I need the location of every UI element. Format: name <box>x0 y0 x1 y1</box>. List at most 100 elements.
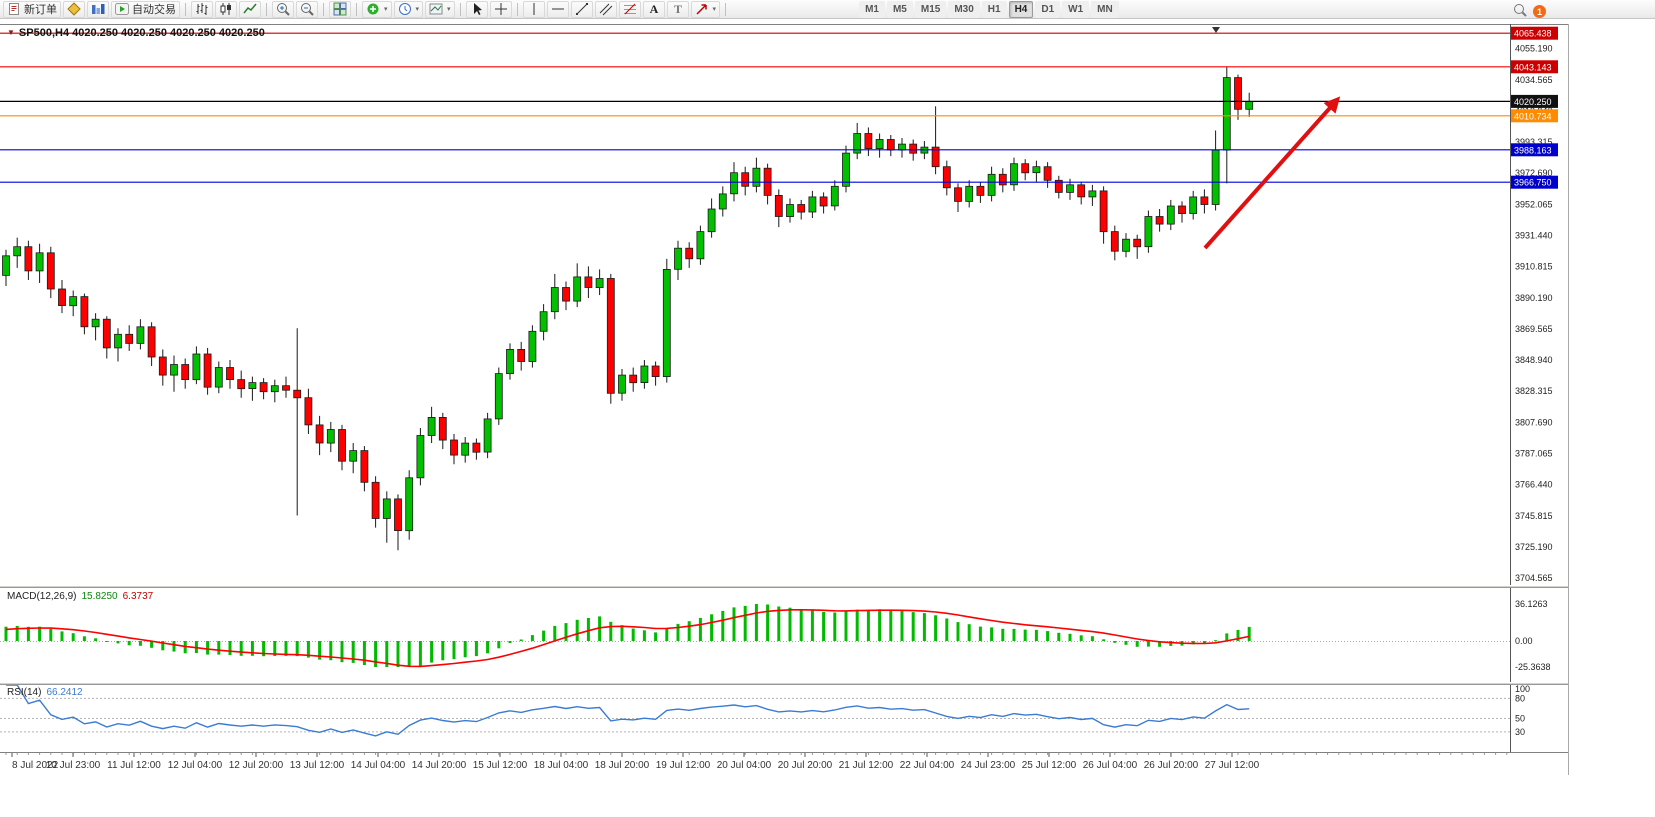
toolbar-separator <box>725 2 727 16</box>
horizontal-price-lines[interactable] <box>0 32 1510 183</box>
toolbar-separator <box>459 2 461 16</box>
svg-text:-25.3638: -25.3638 <box>1515 662 1551 672</box>
line-chart-icon <box>243 2 257 16</box>
zoom-in-icon <box>276 2 290 16</box>
trendline-button[interactable] <box>570 0 593 18</box>
horizontal-line-button[interactable] <box>546 0 569 18</box>
svg-text:22 Jul 04:00: 22 Jul 04:00 <box>900 760 955 771</box>
indicators-button[interactable]: ▾ <box>362 0 392 18</box>
chart-shift-marker-icon <box>1212 27 1220 33</box>
tile-windows-button[interactable] <box>329 0 351 18</box>
templates-button[interactable]: ▾ <box>425 0 455 18</box>
equidistant-channel-button[interactable] <box>594 0 617 18</box>
svg-text:100: 100 <box>1515 685 1530 694</box>
svg-text:14 Jul 04:00: 14 Jul 04:00 <box>351 760 406 771</box>
timeframe-mn-button[interactable]: MN <box>1091 0 1119 18</box>
svg-text:4055.190: 4055.190 <box>1515 44 1553 54</box>
new-order-icon <box>7 2 21 16</box>
rsi-value: 66.2412 <box>46 687 83 698</box>
dropdown-arrow-icon: ▾ <box>447 6 451 13</box>
svg-text:50: 50 <box>1515 714 1525 724</box>
dropdown-arrow-icon: ▾ <box>384 6 388 13</box>
market-watch-button[interactable] <box>63 0 85 18</box>
fibonacci-icon <box>623 2 637 16</box>
trend-arrow-annotation[interactable] <box>1203 96 1341 250</box>
svg-text:80: 80 <box>1515 693 1525 703</box>
timeframe-toolbar: M1 M5 M15 M30 H1 H4 D1 W1 MN <box>858 0 1120 18</box>
autotrading-label: 自动交易 <box>132 4 176 16</box>
timeframe-m30-button[interactable]: M30 <box>948 0 980 18</box>
autotrading-button[interactable]: 自动交易 <box>111 0 180 18</box>
depth-of-market-icon <box>91 2 105 16</box>
candlestick-chart-icon <box>219 2 233 16</box>
timeframe-m1-button[interactable]: M1 <box>859 0 885 18</box>
timeframe-w1-button[interactable]: W1 <box>1062 0 1090 18</box>
svg-text:4020.250: 4020.250 <box>1514 97 1552 107</box>
toolbar-right-group: 1 <box>1513 3 1546 20</box>
svg-text:12 Jul 20:00: 12 Jul 20:00 <box>229 760 284 771</box>
zoom-out-icon <box>300 2 314 16</box>
svg-text:4010.734: 4010.734 <box>1514 111 1552 121</box>
text-label-button[interactable]: T <box>666 0 689 18</box>
cursor-icon <box>470 2 484 16</box>
timeframe-m15-button[interactable]: M15 <box>914 0 947 18</box>
svg-text:3745.815: 3745.815 <box>1515 511 1553 521</box>
notification-badge[interactable]: 1 <box>1533 5 1546 18</box>
rsi-name: RSI(14) <box>7 687 42 698</box>
macd-name: MACD(12,26,9) <box>7 591 77 602</box>
search-icon[interactable] <box>1513 3 1527 20</box>
horizontal-line-icon <box>551 2 565 16</box>
svg-text:3931.440: 3931.440 <box>1515 231 1553 241</box>
price-line-badges: 4065.438 4043.143 4020.250 4010.734 3988.163… <box>1511 26 1558 189</box>
clock-icon <box>398 2 412 16</box>
chart-title: ▼ SP500,H4 4020.250 4020.250 4020.250 40… <box>7 27 265 39</box>
svg-text:3848.940: 3848.940 <box>1515 355 1553 365</box>
toolbar-separator <box>323 2 324 16</box>
macd-panel-canvas[interactable]: 36.1263 0.00 -25.3638 <box>0 588 1568 682</box>
svg-text:27 Jul 12:00: 27 Jul 12:00 <box>1205 760 1260 771</box>
fibonacci-button[interactable] <box>618 0 641 18</box>
svg-text:30: 30 <box>1515 727 1525 737</box>
tile-windows-icon <box>333 2 347 16</box>
depth-of-market-button[interactable] <box>87 0 109 18</box>
arrow-tool-icon <box>695 2 709 16</box>
crosshair-button[interactable] <box>489 0 512 18</box>
panel-splitter[interactable] <box>0 585 1568 588</box>
svg-text:3910.815: 3910.815 <box>1515 262 1553 272</box>
svg-text:3725.190: 3725.190 <box>1515 542 1553 552</box>
bar-chart-button[interactable] <box>191 0 213 18</box>
svg-text:3787.065: 3787.065 <box>1515 449 1553 459</box>
trendline-icon <box>575 2 589 16</box>
crosshair-icon <box>494 2 508 16</box>
svg-text:3993.315: 3993.315 <box>1515 137 1553 147</box>
timeframe-h1-button[interactable]: H1 <box>981 0 1007 18</box>
price-chart-canvas[interactable]: 4055.1904034.5654013.9403993.3153972.690… <box>0 24 1568 585</box>
timeframe-h4-button[interactable]: H4 <box>1008 0 1034 18</box>
panel-splitter[interactable] <box>0 682 1568 685</box>
svg-text:10 Jul 23:00: 10 Jul 23:00 <box>46 760 101 771</box>
vertical-line-button[interactable] <box>522 0 545 18</box>
zoom-in-button[interactable] <box>272 0 294 18</box>
timeframe-m5-button[interactable]: M5 <box>886 0 913 18</box>
cursor-button[interactable] <box>465 0 488 18</box>
svg-text:3988.163: 3988.163 <box>1514 145 1552 155</box>
zoom-out-button[interactable] <box>296 0 318 18</box>
toolbar-separator <box>516 2 518 16</box>
toolbar-separator <box>266 2 267 16</box>
svg-text:20 Jul 04:00: 20 Jul 04:00 <box>717 760 772 771</box>
arrows-button[interactable]: ▾ <box>690 0 721 18</box>
line-chart-button[interactable] <box>239 0 261 18</box>
candlestick-chart-button[interactable] <box>215 0 237 18</box>
text-button[interactable]: A <box>642 0 665 18</box>
svg-text:26 Jul 20:00: 26 Jul 20:00 <box>1144 760 1199 771</box>
periods-button[interactable]: ▾ <box>393 0 424 18</box>
svg-text:21 Jul 12:00: 21 Jul 12:00 <box>839 760 894 771</box>
channel-icon <box>599 2 613 16</box>
macd-signal-line <box>5 608 1250 668</box>
timeframe-d1-button[interactable]: D1 <box>1035 0 1061 18</box>
new-order-button[interactable]: 新订单 <box>3 0 61 18</box>
bar-chart-icon <box>195 2 209 16</box>
